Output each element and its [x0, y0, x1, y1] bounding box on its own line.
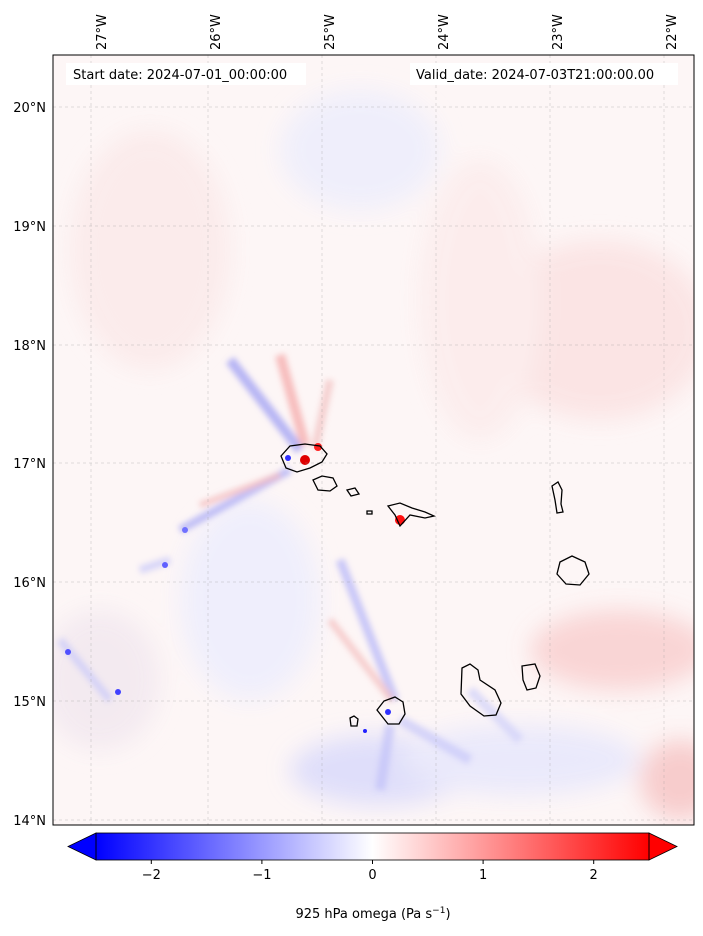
colorbar-tick-label: 1 [479, 868, 487, 883]
island-maio [521, 663, 541, 691]
lon-label-23w: 23°W [551, 14, 566, 50]
colorbar-tick-label: 2 [590, 868, 598, 883]
valid-date-label: Valid_date: 2024-07-03T21:00:00.00 [416, 68, 654, 83]
valid-date-box [410, 63, 678, 85]
lat-label-17n: 17°N [13, 457, 46, 472]
island-santiago [460, 663, 502, 717]
lon-label-27w: 27°W [95, 14, 110, 50]
lat-label-15n: 15°N [13, 695, 46, 710]
colorbar-extend-max [648, 832, 678, 861]
start-date-box [66, 63, 306, 85]
colorbar: −2 −1 0 1 2 925 hPa omega (Pa s−1) [67, 832, 678, 922]
colorbar-body [96, 833, 649, 860]
lon-label-26w: 26°W [209, 14, 224, 50]
lon-label-25w: 25°W [323, 14, 338, 50]
island-islet [366, 510, 373, 515]
island-sal [551, 481, 564, 514]
lat-label-16n: 16°N [13, 576, 46, 591]
latitude-labels: 20°N 19°N 18°N 17°N 16°N 15°N 14°N [13, 101, 46, 829]
lat-label-20n: 20°N [13, 101, 46, 116]
island-boa-vista [556, 555, 590, 586]
lon-label-22w: 22°W [665, 14, 680, 50]
island-fogo [376, 696, 406, 725]
lon-label-24w: 24°W [437, 14, 452, 50]
island-sao-nicolau [386, 502, 437, 528]
omega-field [53, 55, 694, 825]
colorbar-ticks: −2 −1 0 1 2 [142, 860, 598, 883]
map-frame [52, 54, 695, 826]
lat-label-18n: 18°N [13, 339, 46, 354]
colorbar-extend-min [67, 832, 97, 861]
start-date-label: Start date: 2024-07-01_00:00:00 [73, 68, 287, 83]
coastlines [280, 443, 590, 727]
gridlines [53, 55, 694, 825]
island-santo-antao [280, 443, 328, 473]
colorbar-tick-label: −2 [142, 868, 161, 883]
lat-label-19n: 19°N [13, 220, 46, 235]
island-sao-vicente [312, 475, 338, 492]
colorbar-tick-label: 0 [368, 868, 376, 883]
longitude-labels: 27°W 26°W 25°W 24°W 23°W 22°W [95, 14, 680, 50]
colorbar-tick-label: −1 [252, 868, 271, 883]
island-santa-luzia [345, 487, 361, 497]
lat-label-14n: 14°N [13, 814, 46, 829]
colorbar-label: 925 hPa omega (Pa s−1) [295, 906, 450, 922]
island-brava [349, 715, 359, 727]
